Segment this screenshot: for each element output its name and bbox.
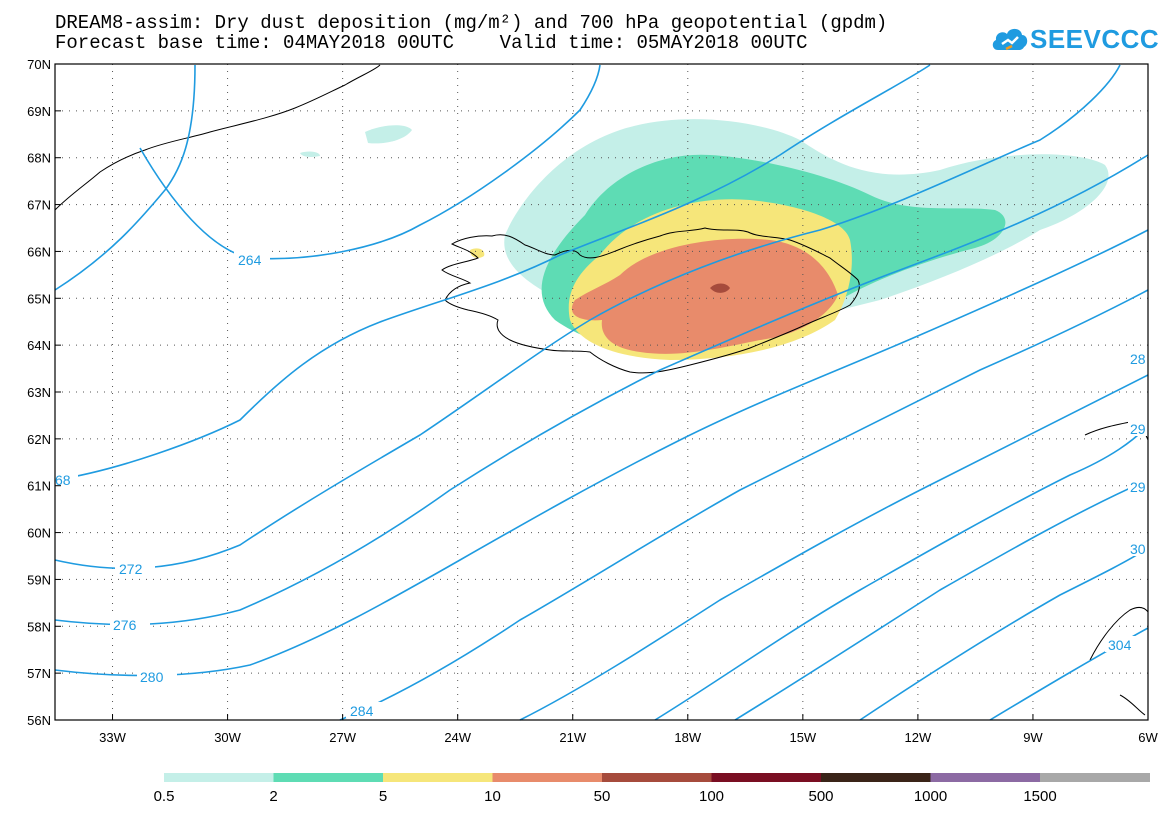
contour-label: 68 [55, 472, 71, 488]
lat-tick-label: 67N [27, 198, 51, 213]
contour-label: 29 [1130, 479, 1146, 495]
dust-deposition-fill [300, 119, 1109, 360]
legend-swatch [821, 773, 931, 782]
lon-tick-label: 18W [674, 730, 701, 745]
lat-tick-label: 57N [27, 666, 51, 681]
lon-tick-label: 21W [559, 730, 586, 745]
deposition-area-5 [470, 248, 485, 258]
legend-swatch [930, 773, 1041, 782]
legend-label: 1500 [1023, 788, 1056, 805]
deposition-area-0-5 [300, 151, 320, 157]
contour-labels: 264 68 272 276 280 284 28 29 29 30 304 [54, 250, 1150, 719]
norway-coastline [1084, 421, 1149, 716]
lat-tick-label: 60N [27, 526, 51, 541]
lon-tick-label: 12W [905, 730, 932, 745]
legend-swatch [164, 773, 274, 782]
lat-tick-label: 58N [27, 619, 51, 634]
lat-tick-label: 64N [27, 338, 51, 353]
legend-swatch [711, 773, 822, 782]
lon-tick-label: 6W [1138, 730, 1158, 745]
lon-tick-label: 15W [789, 730, 816, 745]
logo-text: SEEVCCC [1030, 24, 1160, 54]
lat-tick-label: 69N [27, 104, 51, 119]
lat-tick-label: 70N [27, 57, 51, 72]
greenland-coastline [54, 64, 381, 211]
legend-label: 500 [808, 788, 833, 805]
lat-tick-label: 61N [27, 479, 51, 494]
legend-label: 2 [269, 788, 277, 805]
contour-label: 264 [238, 252, 262, 268]
lat-tick-label: 66N [27, 244, 51, 259]
deposition-area-50 [710, 283, 730, 293]
contour-label: 30 [1130, 541, 1146, 557]
legend-swatch [1040, 773, 1150, 782]
contour-label: 304 [1108, 637, 1132, 653]
axis-labels: 70N 69N 68N 67N 66N 65N 64N 63N 62N 61N 60N 59N 58N 5… [27, 57, 1158, 745]
lon-tick-label: 27W [329, 730, 356, 745]
lon-tick-label: 9W [1023, 730, 1043, 745]
seevccc-logo: SEEVCCC [990, 22, 1159, 58]
lat-tick-label: 56N [27, 713, 51, 728]
legend-label: 50 [594, 788, 611, 805]
contour-label: 272 [119, 561, 143, 577]
lon-tick-label: 24W [444, 730, 471, 745]
cloud-icon [992, 28, 1028, 51]
contour-label: 276 [113, 617, 137, 633]
lat-tick-label: 68N [27, 151, 51, 166]
lat-tick-label: 59N [27, 572, 51, 587]
lat-tick-label: 62N [27, 432, 51, 447]
geopotential-contours [54, 64, 1149, 721]
map-title-line-1: DREAM8-assim: Dry dust deposition (mg/m²… [55, 12, 888, 34]
legend-swatch [602, 773, 712, 782]
legend-label: 100 [699, 788, 724, 805]
lon-tick-label: 33W [99, 730, 126, 745]
contour-label: 284 [350, 703, 374, 719]
legend-swatch [492, 773, 603, 782]
legend-label: 5 [379, 788, 387, 805]
lon-tick-label: 30W [214, 730, 241, 745]
contour-label: 280 [140, 669, 164, 685]
deposition-area-0-5 [365, 125, 412, 144]
map-title-line-2: Forecast base time: 04MAY2018 00UTC Vali… [55, 32, 808, 54]
iceland-coastline [441, 227, 860, 374]
deposition-area-10 [571, 238, 838, 354]
legend-label: 10 [484, 788, 501, 805]
lat-tick-label: 65N [27, 291, 51, 306]
legend-swatch [383, 773, 493, 782]
legend-swatch [273, 773, 384, 782]
color-legend: 0.5 2 5 10 50 100 500 1000 1500 [154, 773, 1150, 805]
contour-label: 28 [1130, 351, 1146, 367]
legend-label: 0.5 [154, 788, 175, 805]
legend-label: 1000 [914, 788, 947, 805]
contour-label: 29 [1130, 421, 1146, 437]
lat-tick-label: 63N [27, 385, 51, 400]
lat-lon-grid [55, 64, 1148, 720]
